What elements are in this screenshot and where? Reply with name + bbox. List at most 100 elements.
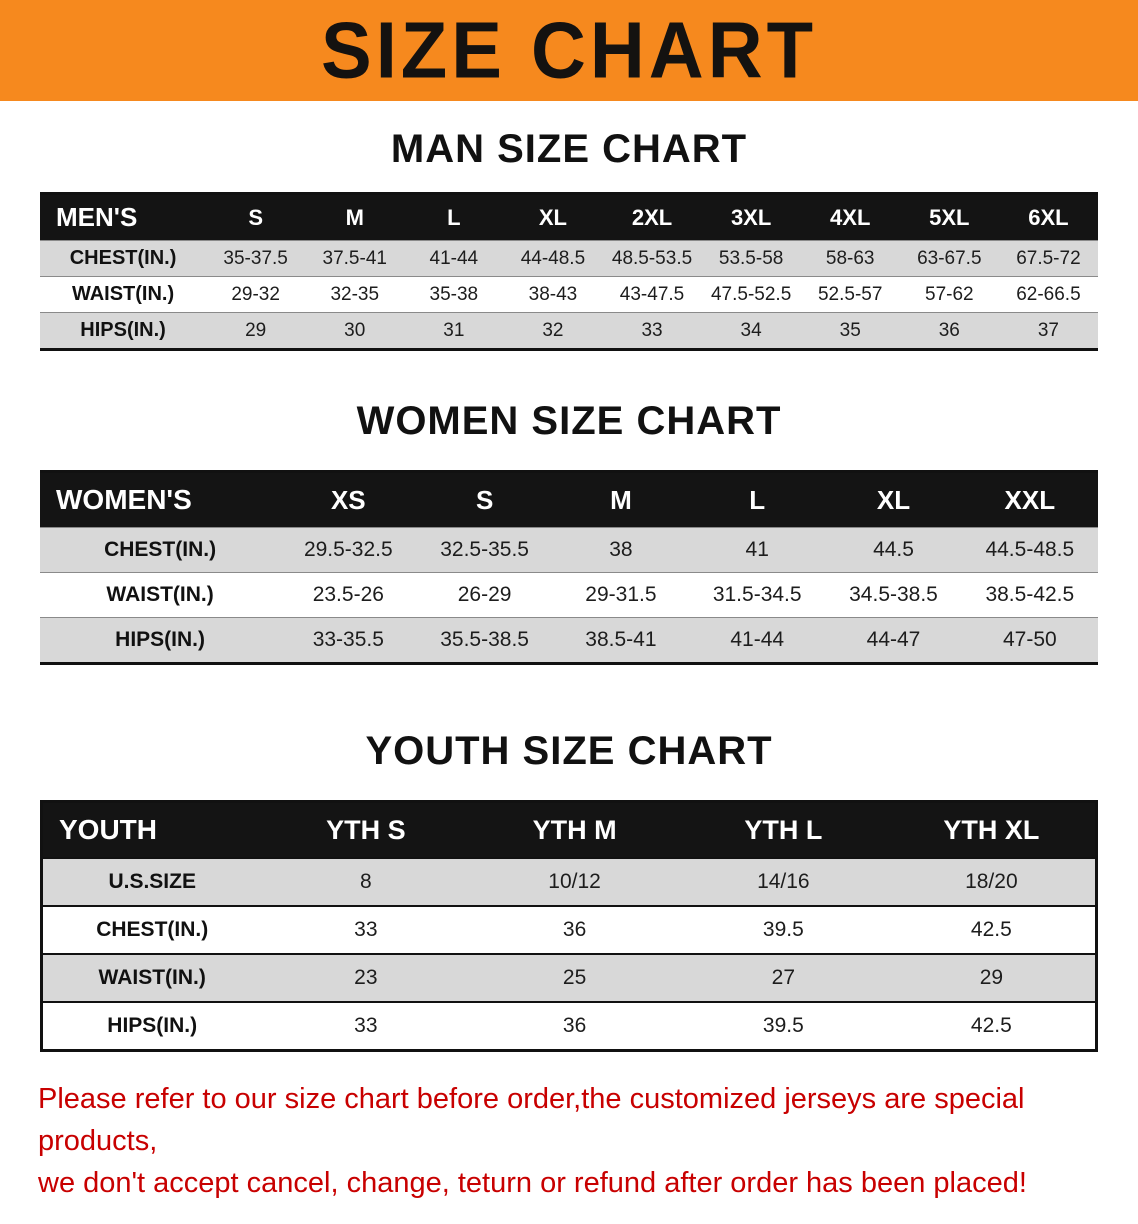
youth-waist-in-value-yth-l: 27 [771,966,796,989]
youth-u-s-size-value-yth-m: 10/12 [548,870,601,893]
youth-size-table: YOUTH YTH S YTH M YTH L YTH XL U.S.SIZE 8 10/12… [40,800,1098,1052]
men-column-header-6xl: 6XL [998,193,1098,241]
women-waist-in-value-l: 31.5-34.5 [712,583,802,606]
men-waist-in-value-6xl: 62-66.5 [1016,283,1081,305]
youth-chest-in-value-yth-s: 33 [354,918,378,941]
youth-waist-in-value-yth-s: 23 [354,966,378,989]
women-header-row: WOMEN'S XS S M L XL XXL [40,471,1098,528]
men-hips-in-value-s: 29 [245,319,267,341]
men-size-chart-section: MAN SIZE CHART MEN'S S M L XL 2XL 3XL 4XL 5XL 6XL C… [0,127,1138,351]
men-waist-in-value-s: 29-32 [231,283,280,305]
men-row-label-chest-in: CHEST(IN.) [69,247,177,269]
disclaimer-line-1: Please refer to our size chart before or… [38,1083,1025,1158]
men-waist-in-value-xl: 38-43 [528,283,578,305]
men-waist-in-value-l: 35-38 [429,283,479,305]
women-hips-in-value-xl: 44-47 [866,628,921,651]
men-hips-in-value-4xl: 35 [839,319,861,341]
men-hips-in-value-3xl: 34 [740,319,762,341]
men-chest-in-value-s: 35-37.5 [223,247,288,269]
men-column-header-5xl: 5XL [899,193,999,241]
youth-chest-in-value-yth-xl: 42.5 [970,918,1012,941]
women-column-header-m: M [552,471,690,528]
men-header-row: MEN'S S M L XL 2XL 3XL 4XL 5XL 6XL [40,193,1098,241]
men-hips-in-value-5xl: 36 [938,319,960,341]
youth-hips-in-value-yth-xl: 42.5 [970,1014,1012,1037]
men-column-header-xl: XL [503,193,603,241]
men-chest-in-value-l: 41-44 [429,247,479,269]
women-chest-in-value-l: 41 [745,538,769,561]
men-waist-in-value-3xl: 47.5-52.5 [710,283,792,305]
women-column-header-s: S [416,471,553,528]
youth-hips-in-value-yth-l: 39.5 [762,1014,804,1037]
youth-row-u-s-size: U.S.SIZE 8 10/12 14/16 18/20 [41,858,1097,906]
men-chest-in-value-xl: 44-48.5 [520,247,586,269]
women-chest-in-value-xs: 29.5-32.5 [303,538,393,561]
women-waist-in-value-s: 26-29 [457,583,512,606]
youth-row-label-waist-in: WAIST(IN.) [98,966,206,989]
women-row-label-chest-in: CHEST(IN.) [104,538,217,561]
men-waist-in-value-5xl: 57-62 [925,283,974,305]
women-chest-in-value-m: 38 [609,538,633,561]
youth-u-s-size-value-yth-xl: 18/20 [965,870,1018,893]
women-size-table: WOMEN'S XS S M L XL XXL CHEST(IN.) 29.5-32.5 32.5… [40,470,1098,665]
women-row-waist-in: WAIST(IN.) 23.5-26 26-29 29-31.5 31.5-34.5 34… [40,572,1098,618]
youth-header-row: YOUTH YTH S YTH M YTH L YTH XL [41,801,1097,858]
men-chest-in-value-6xl: 67.5-72 [1016,247,1081,269]
youth-size-chart-section: YOUTH SIZE CHART YOUTH YTH S YTH M YTH L YTH … [0,729,1138,1052]
youth-hips-in-value-yth-s: 33 [354,1014,378,1037]
men-hips-in-value-xl: 32 [542,319,564,341]
women-waist-in-value-m: 29-31.5 [585,583,657,606]
men-column-header-4xl: 4XL [800,193,900,241]
youth-u-s-size-value-yth-s: 8 [359,870,372,893]
men-waist-in-value-m: 32-35 [330,283,380,305]
disclaimer-line-2: we don't accept cancel, change, teturn o… [38,1167,1027,1200]
women-waist-in-value-xl: 34.5-38.5 [849,583,938,606]
men-table-title: MEN'S [40,193,207,241]
women-size-chart-section: WOMEN SIZE CHART WOMEN'S XS S M L XL XXL CHEST(I… [0,399,1138,665]
youth-column-header-yth-xl: YTH XL [887,801,1097,858]
page-title: SIZE CHART [321,5,817,95]
youth-row-label-hips-in: HIPS(IN.) [107,1014,198,1037]
men-waist-in-value-2xl: 43-47.5 [619,283,685,305]
women-table-title: WOMEN'S [40,471,281,528]
women-column-header-xxl: XXL [961,471,1098,528]
youth-hips-in-value-yth-m: 36 [562,1014,587,1037]
men-column-header-3xl: 3XL [701,193,801,241]
women-waist-in-value-xs: 23.5-26 [312,583,384,606]
youth-column-header-yth-s: YTH S [261,801,471,858]
women-column-header-l: L [689,471,826,528]
men-row-label-waist-in: WAIST(IN.) [71,283,175,305]
youth-chest-in-value-yth-m: 36 [562,918,587,941]
men-column-header-s: S [206,193,306,241]
men-chest-in-value-m: 37.5-41 [322,247,387,269]
men-column-header-m: M [305,193,405,241]
men-section-heading: MAN SIZE CHART [390,127,748,171]
women-row-label-hips-in: HIPS(IN.) [115,628,205,651]
women-row-label-waist-in: WAIST(IN.) [106,583,214,606]
youth-u-s-size-value-yth-l: 14/16 [757,870,810,893]
women-chest-in-value-s: 32.5-35.5 [440,538,529,561]
men-hips-in-value-l: 31 [443,319,465,341]
youth-section-heading: YOUTH SIZE CHART [365,729,773,773]
men-row-waist-in: WAIST(IN.) 29-32 32-35 35-38 38-43 43-47.5 47.… [40,276,1098,313]
women-hips-in-value-l: 41-44 [730,628,785,651]
women-waist-in-value-xxl: 38.5-42.5 [985,583,1075,606]
women-hips-in-value-s: 35.5-38.5 [440,628,529,651]
youth-row-label-chest-in: CHEST(IN.) [96,918,209,941]
youth-row-hips-in: HIPS(IN.) 33 36 39.5 42.5 [41,1002,1097,1051]
women-hips-in-value-m: 38.5-41 [585,628,657,651]
women-column-header-xl: XL [825,471,962,528]
youth-row-chest-in: CHEST(IN.) 33 36 39.5 42.5 [41,906,1097,954]
men-hips-in-value-m: 30 [344,319,366,341]
men-hips-in-value-2xl: 33 [641,319,663,341]
men-row-hips-in: HIPS(IN.) 29 30 31 32 33 34 35 36 37 [40,312,1098,350]
size-chart-banner: SIZE CHART [0,0,1138,101]
size-chart-sections: MAN SIZE CHART MEN'S S M L XL 2XL 3XL 4XL 5XL 6XL C… [0,127,1138,1052]
women-chest-in-value-xxl: 44.5-48.5 [985,538,1075,561]
men-chest-in-value-3xl: 53.5-58 [718,247,784,269]
youth-waist-in-value-yth-xl: 29 [979,966,1004,989]
men-chest-in-value-4xl: 58-63 [825,247,875,269]
youth-waist-in-value-yth-m: 25 [562,966,587,989]
youth-row-label-u-s-size: U.S.SIZE [108,870,196,893]
youth-column-header-yth-l: YTH L [678,801,888,858]
